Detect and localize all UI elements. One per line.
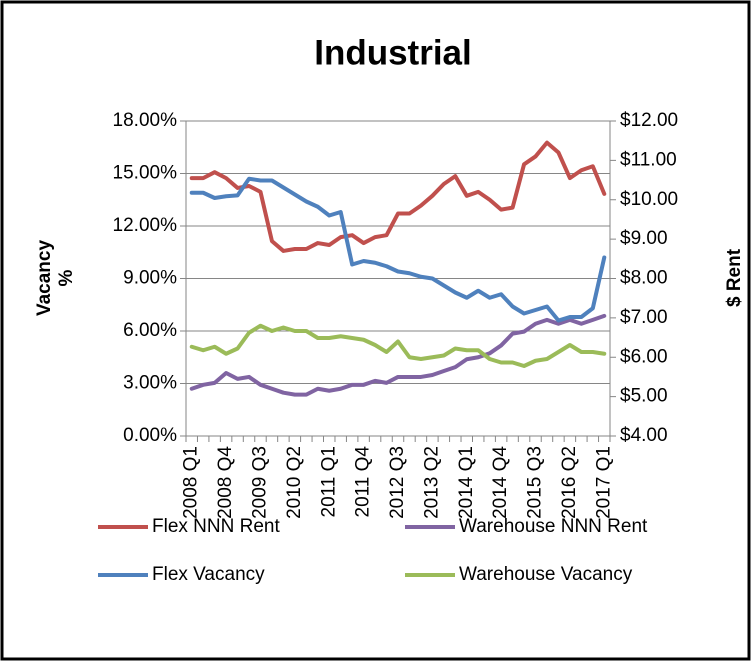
x-tick-label: 2013 Q2	[421, 446, 442, 519]
y-tick-label: 18.00%	[113, 110, 178, 131]
x-tick-label: 2015 Q3	[525, 446, 546, 519]
legend-label: Warehouse Vacancy	[459, 564, 633, 585]
y-tick-label: 0.00%	[123, 425, 177, 446]
x-tick-label: 2011 Q4	[353, 446, 374, 518]
legend-label: Flex Vacancy	[152, 564, 265, 585]
x-tick-label: 2010 Q2	[284, 446, 305, 519]
series-line	[189, 140, 607, 253]
y-axis-label: Vacancy%	[34, 240, 77, 316]
y2-tick-label: $9.00	[620, 228, 668, 249]
series-line	[189, 313, 607, 397]
y2-axis-label: $ Rent	[724, 248, 745, 307]
y2-tick-label: $12.00	[620, 110, 678, 131]
y2-tick-label: $8.00	[620, 268, 668, 289]
x-tick-label: 2008 Q1	[181, 446, 202, 519]
x-tick-label: 2009 Q3	[250, 446, 271, 519]
y2-tick-label: $6.00	[620, 346, 668, 367]
y2-tick-label: $7.00	[620, 307, 668, 328]
x-tick-label: 2011 Q1	[318, 446, 339, 517]
y-tick-label: 9.00%	[123, 268, 177, 289]
x-tick-label: 2017 Q1	[593, 446, 614, 519]
y2-tick-label: $4.00	[620, 425, 668, 446]
y2-tick-label: $10.00	[620, 189, 678, 210]
series-line	[189, 176, 607, 323]
x-tick-label: 2016 Q2	[559, 446, 580, 519]
legend-label: Warehouse NNN Rent	[459, 516, 648, 537]
series-line	[189, 323, 607, 368]
y-tick-label: 6.00%	[123, 320, 177, 341]
y2-tick-label: $5.00	[620, 386, 668, 407]
x-tick-label: 2014 Q4	[490, 446, 511, 519]
legend-label: Flex NNN Rent	[152, 516, 280, 537]
x-tick-label: 2008 Q4	[215, 446, 236, 519]
y-tick-label: 3.00%	[123, 373, 177, 394]
y2-tick-label: $11.00	[620, 149, 677, 170]
chart-title: Industrial	[314, 33, 472, 72]
x-tick-label: 2012 Q3	[387, 446, 408, 519]
y-tick-label: 15.00%	[113, 163, 178, 184]
x-tick-label: 2014 Q1	[456, 446, 477, 519]
y-tick-label: 12.00%	[113, 215, 178, 236]
